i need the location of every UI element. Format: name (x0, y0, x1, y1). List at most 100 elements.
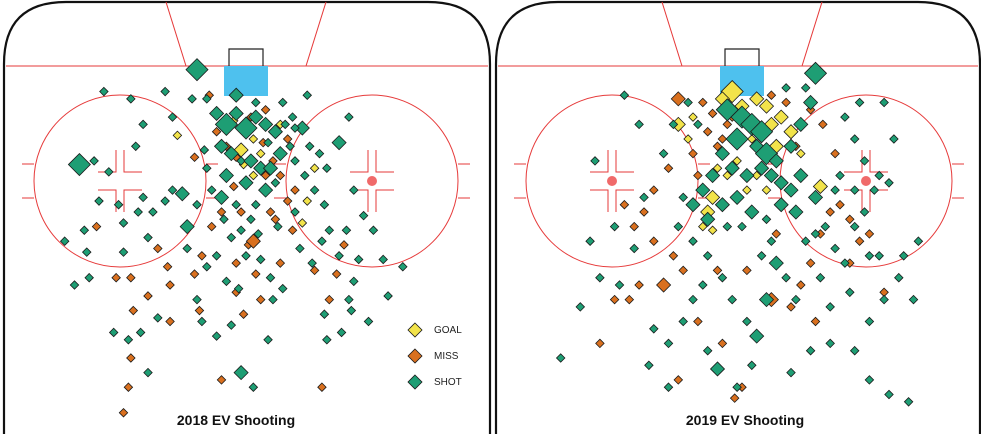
shot-marker (319, 199, 330, 210)
shot-marker (614, 280, 625, 290)
miss-marker (143, 291, 153, 301)
miss-marker (324, 294, 335, 305)
shot-marker (768, 153, 784, 169)
shot-marker (595, 272, 605, 283)
shot-marker (295, 243, 305, 254)
shot-marker (148, 207, 158, 217)
shot-marker (737, 221, 747, 232)
miss-marker (818, 119, 828, 130)
rink-2019 (494, 0, 981, 434)
shot-marker (104, 167, 114, 177)
shot-marker (849, 345, 860, 356)
shot-marker (206, 185, 217, 195)
series-miss (595, 90, 889, 403)
shot-marker (383, 291, 393, 301)
shot-marker (202, 163, 212, 173)
shot-marker (781, 272, 791, 283)
goal-marker (302, 196, 313, 206)
shot-marker (81, 247, 92, 257)
shot-marker (213, 138, 230, 154)
shot-marker (241, 251, 251, 261)
shot-marker (344, 112, 354, 122)
shot-marker (187, 94, 197, 104)
goal-marker (683, 134, 693, 144)
faceoff-marking (869, 189, 888, 212)
series-shot (555, 61, 924, 407)
shot-marker (213, 189, 230, 205)
miss-marker (649, 185, 659, 195)
chart-title-2018: 2018 EV Shooting (177, 412, 295, 428)
shot-marker (218, 167, 234, 184)
shot-marker (228, 105, 244, 122)
goal-marker (255, 148, 266, 159)
shot-marker (788, 204, 804, 220)
shot-marker (174, 186, 190, 202)
goal-net (228, 48, 264, 66)
legend-goal-label: GOAL (434, 325, 462, 336)
shot-marker (248, 382, 259, 392)
shot-marker (273, 221, 283, 232)
shot-marker (290, 123, 300, 133)
faceoff-marking (123, 150, 142, 173)
shot-marker (331, 135, 347, 151)
shot-marker (590, 156, 600, 166)
shot-marker (700, 211, 716, 227)
shot-marker (126, 94, 136, 104)
shot-marker (749, 328, 765, 344)
shot-marker (322, 163, 332, 173)
shot-marker (663, 338, 674, 349)
miss-marker (663, 163, 674, 173)
series-shot (59, 58, 408, 392)
shot-marker (251, 199, 261, 210)
shot-marker (629, 243, 639, 254)
shot-marker (879, 294, 889, 305)
shot-marker (346, 305, 357, 316)
shot-marker (786, 367, 796, 378)
faceoff-circle-right (285, 94, 459, 268)
shot-marker (319, 309, 330, 319)
miss-marker (126, 272, 136, 283)
shot-marker (634, 119, 644, 130)
shot-marker (695, 182, 711, 198)
shot-marker (167, 112, 178, 122)
miss-marker (189, 152, 200, 163)
miss-marker (118, 407, 129, 418)
miss-marker (206, 221, 217, 232)
miss-marker (331, 269, 342, 279)
miss-marker (830, 148, 840, 159)
shot-marker (658, 148, 669, 159)
goal-crease (224, 66, 268, 96)
goal-marker (747, 134, 757, 144)
shot-marker (894, 272, 904, 283)
shot-marker (820, 221, 831, 232)
shot-marker (864, 375, 875, 385)
miss-marker (722, 119, 733, 130)
shot-marker (258, 182, 274, 198)
miss-marker (126, 353, 136, 363)
miss-marker (236, 207, 246, 217)
faceoff-marking (98, 150, 117, 173)
faceoff-marking (615, 189, 634, 212)
shot-marker (768, 255, 784, 271)
shot-marker (265, 272, 276, 283)
miss-marker (845, 214, 855, 225)
shot-marker (160, 196, 170, 206)
miss-marker (216, 375, 227, 385)
shot-marker (678, 316, 688, 327)
goal-marker (783, 124, 799, 140)
shot-marker (238, 175, 254, 191)
miss-marker (270, 214, 281, 225)
faceoff-marking (590, 189, 609, 212)
shot-marker (285, 141, 295, 152)
miss-marker (729, 393, 740, 403)
goal-marker (248, 134, 259, 144)
shot-marker (118, 218, 129, 228)
goal-marker (761, 185, 772, 195)
miss-marker (275, 170, 286, 181)
miss-marker (153, 243, 163, 254)
shot-marker (336, 327, 347, 338)
shots-2018 (59, 58, 408, 418)
shot-marker (270, 178, 281, 188)
shot-marker (685, 197, 701, 213)
shot-marker (619, 90, 630, 100)
